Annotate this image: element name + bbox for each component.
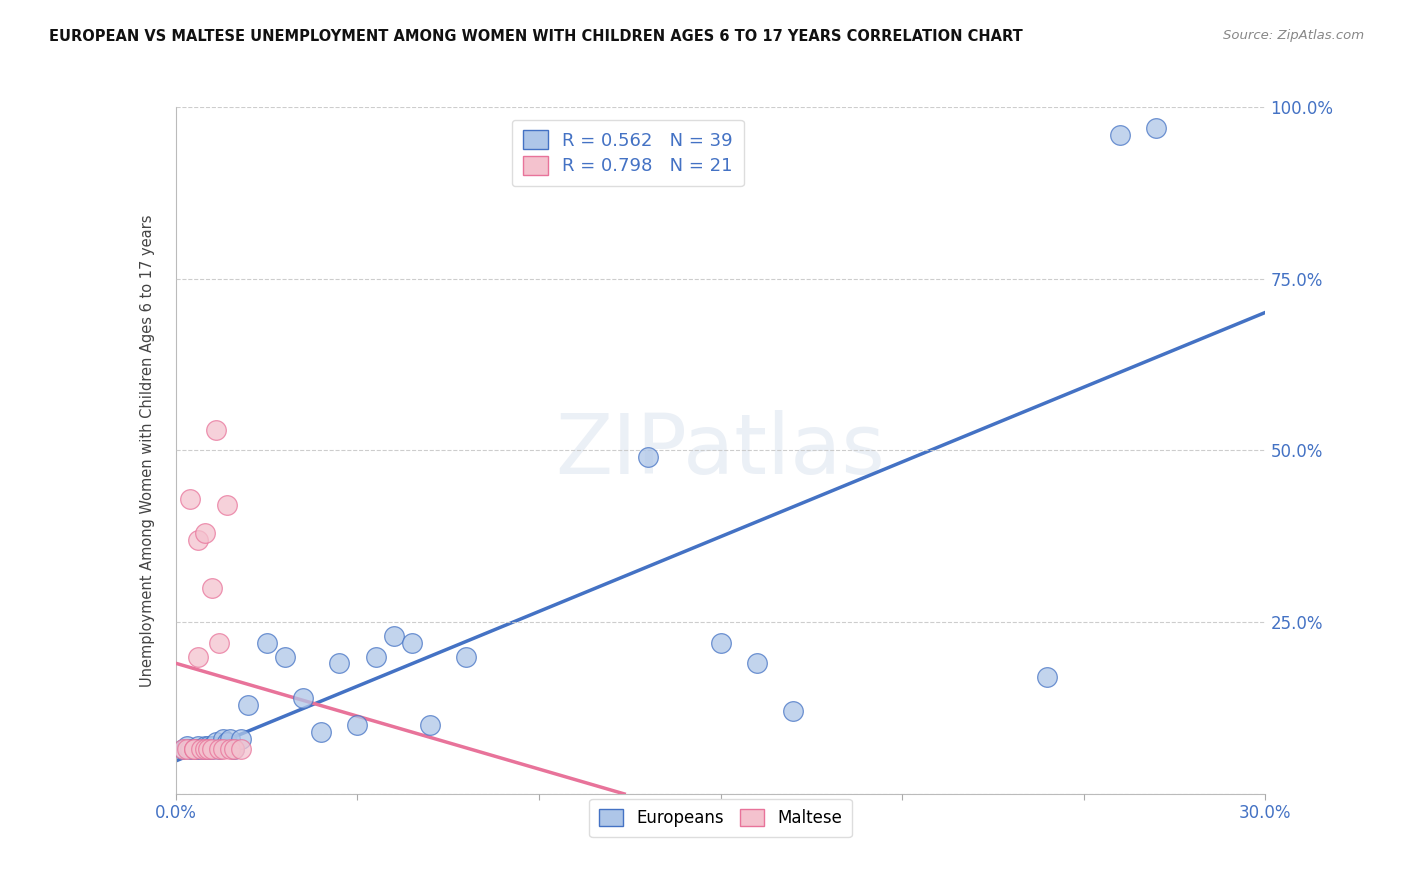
Point [782, 705, 804, 719]
Point [194, 739, 217, 753]
Point [274, 649, 297, 664]
Point [212, 742, 235, 756]
Point [194, 525, 217, 540]
Point [179, 742, 201, 756]
Point [212, 731, 235, 746]
Point [201, 739, 224, 753]
Point [328, 657, 350, 671]
Point [179, 491, 201, 506]
Point [208, 742, 231, 756]
Point [215, 735, 238, 749]
Point [172, 742, 194, 756]
Point [197, 739, 219, 753]
Point [309, 725, 332, 739]
Point [291, 690, 314, 705]
Point [1109, 128, 1132, 142]
Point [219, 742, 242, 756]
Point [401, 636, 423, 650]
Point [222, 742, 245, 756]
Point [231, 731, 253, 746]
Legend: Europeans, Maltese: Europeans, Maltese [589, 799, 852, 837]
Point [1146, 120, 1168, 135]
Text: ZIPatlas: ZIPatlas [555, 410, 886, 491]
Point [183, 742, 205, 756]
Point [183, 742, 205, 756]
Point [219, 731, 242, 746]
Point [194, 742, 217, 756]
Point [364, 649, 387, 664]
Point [1036, 670, 1059, 684]
Point [222, 742, 245, 756]
Point [197, 742, 219, 756]
Point [382, 629, 405, 643]
Point [176, 739, 198, 753]
Point [172, 742, 194, 756]
Point [197, 742, 219, 756]
Text: Source: ZipAtlas.com: Source: ZipAtlas.com [1223, 29, 1364, 42]
Point [204, 735, 226, 749]
Point [186, 742, 209, 756]
Point [190, 742, 212, 756]
Point [215, 499, 238, 513]
Point [186, 649, 209, 664]
Y-axis label: Unemployment Among Women with Children Ages 6 to 17 years: Unemployment Among Women with Children A… [141, 214, 155, 687]
Point [745, 657, 768, 671]
Text: EUROPEAN VS MALTESE UNEMPLOYMENT AMONG WOMEN WITH CHILDREN AGES 6 TO 17 YEARS CO: EUROPEAN VS MALTESE UNEMPLOYMENT AMONG W… [49, 29, 1024, 44]
Point [201, 742, 224, 756]
Point [231, 742, 253, 756]
Point [186, 739, 209, 753]
Point [201, 742, 224, 756]
Point [201, 581, 224, 595]
Point [208, 636, 231, 650]
Point [190, 742, 212, 756]
Point [637, 450, 659, 465]
Point [176, 742, 198, 756]
Point [710, 636, 733, 650]
Point [238, 698, 260, 712]
Point [194, 742, 217, 756]
Point [183, 742, 205, 756]
Point [208, 742, 231, 756]
Point [204, 423, 226, 437]
Point [186, 533, 209, 547]
Point [256, 636, 278, 650]
Point [456, 649, 478, 664]
Point [419, 718, 441, 732]
Point [346, 718, 368, 732]
